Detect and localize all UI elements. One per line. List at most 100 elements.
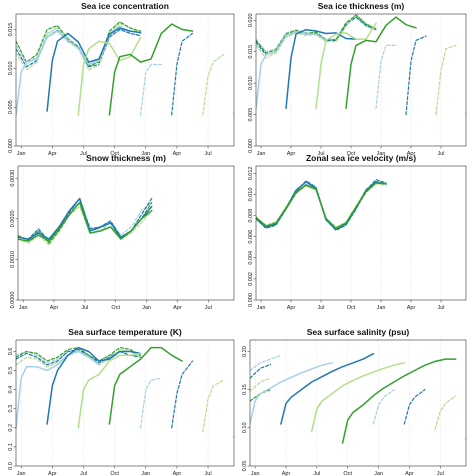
y-tick-label: 0.0 xyxy=(8,462,14,470)
series-line xyxy=(310,362,406,433)
series-line xyxy=(403,389,426,425)
y-tick-label: 0.0020 xyxy=(10,210,16,227)
x-tick-label: Jul xyxy=(437,151,444,157)
chart-panel: Sea surface salinity (psu) Jan Apr Jul Oct Ja… xyxy=(242,327,467,476)
series-line xyxy=(250,354,282,372)
y-tick-label: 0.010 xyxy=(8,61,14,75)
series-group xyxy=(250,352,466,444)
x-tick-label: Apr xyxy=(405,471,414,476)
y-tick-label: 0.0030 xyxy=(10,170,16,187)
series-group xyxy=(16,346,234,438)
x-tick-label: Oct xyxy=(347,305,356,311)
series-line xyxy=(372,389,395,425)
x-tick-label: Apr xyxy=(50,305,59,311)
chart-panel: Sea ice concentration Jan Apr Jul Oct Jan Apr J… xyxy=(8,1,235,157)
x-tick-label: Jul xyxy=(81,305,88,311)
series-line xyxy=(256,182,387,230)
x-tick-label: Jan xyxy=(374,471,383,476)
series-line xyxy=(256,14,377,54)
series-line xyxy=(46,27,142,112)
series-line xyxy=(250,363,272,379)
chart-title: Zonal sea ice velocity (m/s) xyxy=(306,153,416,163)
series-line xyxy=(171,360,194,429)
y-tick-label: 0.004 xyxy=(248,251,254,265)
x-tick-label: Apr xyxy=(48,151,57,157)
series-line xyxy=(233,109,234,116)
series-group xyxy=(256,14,466,116)
y-tick-label: 0.005 xyxy=(248,108,254,122)
x-tick-label: Jan xyxy=(17,151,26,157)
x-tick-label: Jan xyxy=(17,471,26,476)
x-tick-label: Jul xyxy=(317,151,324,157)
x-tick-label: Apr xyxy=(282,471,291,476)
y-tick-label: 0.005 xyxy=(8,100,14,114)
y-tick-label: 0.5 xyxy=(8,367,14,375)
x-tick-label: Jul xyxy=(437,305,444,311)
x-tick-label: Jan xyxy=(19,305,28,311)
y-tick-label: 0.010 xyxy=(248,76,254,90)
y-tick-label: 0.020 xyxy=(248,13,254,27)
x-tick-label: Jul xyxy=(205,471,212,476)
y-tick-label: 0.6 xyxy=(8,348,14,356)
chart-panel: Zonal sea ice velocity (m/s) Jan Apr Jul Oct… xyxy=(248,153,467,311)
y-tick-label: 0.4 xyxy=(8,386,14,394)
chart-title: Sea ice thickness (m) xyxy=(318,1,405,11)
chart-title: Sea surface temperature (K) xyxy=(68,327,182,337)
series-line xyxy=(108,346,183,425)
y-tick-label: 0.015 xyxy=(248,45,254,59)
x-tick-label: Jul xyxy=(80,151,87,157)
series-line xyxy=(250,362,334,425)
x-tick-label: Apr xyxy=(287,151,296,157)
chart-title: Snow thickness (m) xyxy=(86,153,166,163)
x-tick-label: Apr xyxy=(173,151,182,157)
chart-title: Sea surface salinity (psu) xyxy=(307,327,410,337)
x-tick-label: Jan xyxy=(142,305,151,311)
series-line xyxy=(171,32,194,116)
series-line xyxy=(140,377,162,429)
series-line xyxy=(16,21,142,67)
x-tick-label: Jan xyxy=(141,151,150,157)
series-line xyxy=(202,379,225,433)
series-line xyxy=(77,352,142,429)
y-tick-label: 0.15 xyxy=(242,384,248,395)
y-tick-label: 0.002 xyxy=(248,272,254,286)
y-tick-label: 0.006 xyxy=(248,230,254,244)
chart-title: Sea ice concentration xyxy=(81,1,169,11)
x-tick-label: Jan xyxy=(257,305,266,311)
plot-frame xyxy=(17,165,235,301)
plot-frame xyxy=(255,165,467,301)
plot-frame xyxy=(15,339,235,467)
series-line xyxy=(435,44,457,116)
x-tick-label: Oct xyxy=(347,151,356,157)
series-line xyxy=(285,28,357,110)
series-line xyxy=(46,346,142,425)
series-line xyxy=(18,201,153,242)
plot-frame xyxy=(255,13,467,147)
x-tick-label: Jul xyxy=(437,471,444,476)
x-tick-label: Jan xyxy=(257,151,266,157)
x-tick-label: Jul xyxy=(205,151,212,157)
series-line xyxy=(375,44,397,109)
x-tick-label: Apr xyxy=(287,305,296,311)
series-line xyxy=(202,53,225,116)
series-line xyxy=(250,377,272,392)
y-tick-label: 0.05 xyxy=(242,461,248,472)
series-line xyxy=(108,23,194,116)
series-group xyxy=(256,179,387,231)
x-tick-label: Oct xyxy=(111,305,120,311)
y-tick-label: 0.015 xyxy=(8,23,14,37)
series-group xyxy=(18,197,153,246)
y-tick-label: 0.10 xyxy=(242,422,248,433)
series-line xyxy=(465,436,466,440)
series-line xyxy=(280,352,375,425)
series-line xyxy=(315,22,377,110)
y-tick-label: 0.3 xyxy=(8,405,14,413)
series-line xyxy=(16,350,100,429)
x-tick-label: Jul xyxy=(80,471,87,476)
x-tick-label: Jul xyxy=(313,471,320,476)
x-tick-label: Jan xyxy=(141,471,150,476)
y-tick-label: 0.008 xyxy=(248,209,254,223)
y-tick-label: 0.1 xyxy=(8,443,14,451)
y-tick-label: 0.000 xyxy=(8,139,14,153)
